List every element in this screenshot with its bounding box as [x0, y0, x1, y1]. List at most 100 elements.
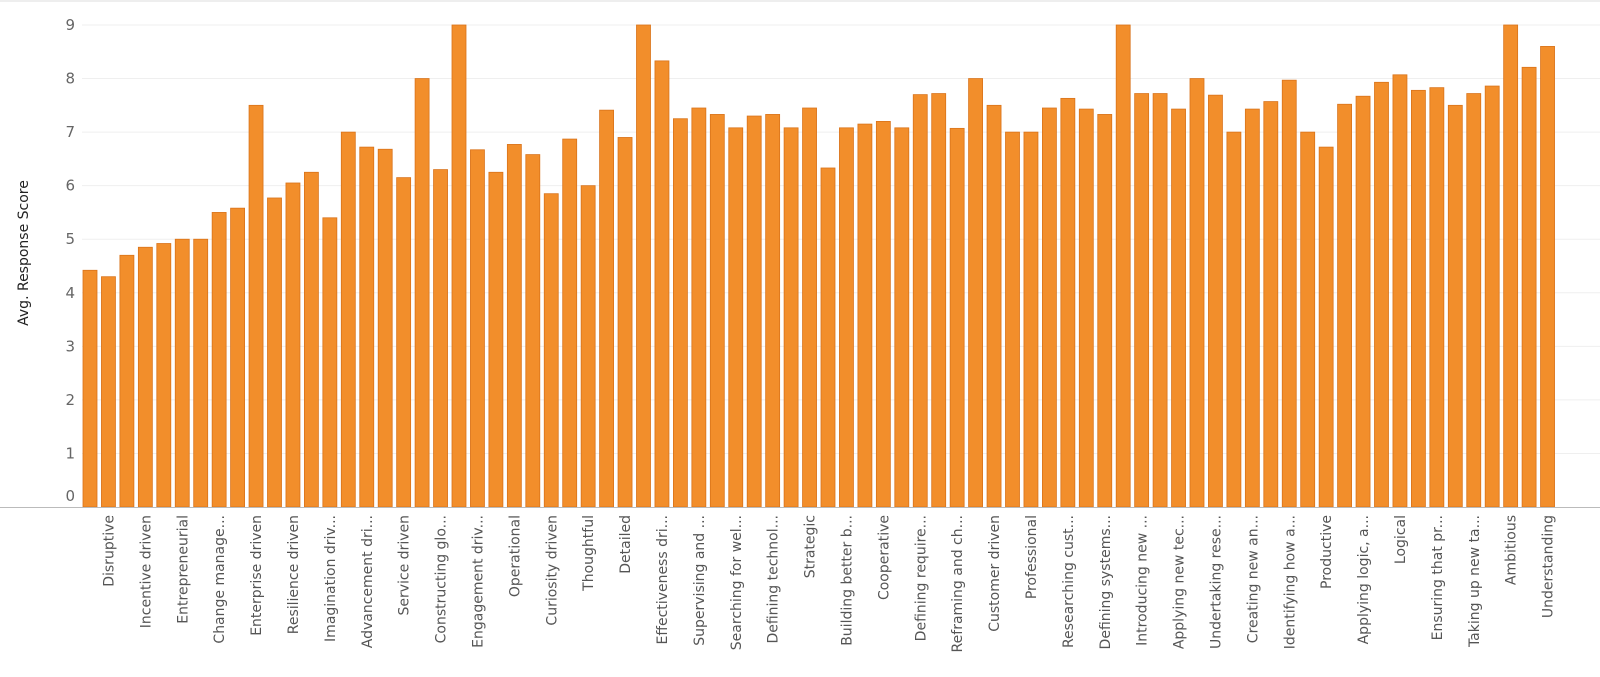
- bar: [1300, 131, 1316, 508]
- bar: [1023, 131, 1039, 508]
- bar: [433, 169, 448, 508]
- bar: [580, 185, 596, 508]
- bar: [709, 114, 725, 508]
- x-tick-label: Ensuring that pr...: [1430, 515, 1446, 640]
- bar: [1097, 114, 1113, 508]
- x-tick-label: Undertaking rese...: [1208, 515, 1224, 649]
- x-tick-label: Entrepreneurial: [175, 515, 191, 624]
- x-tick-label: Change manage...: [212, 515, 228, 644]
- y-axis-label: Avg. Response Score: [16, 180, 32, 326]
- bar: [765, 114, 781, 508]
- bar: [82, 269, 98, 508]
- bar: [285, 182, 301, 508]
- bar: [303, 171, 319, 508]
- x-tick-label: Operational: [507, 515, 523, 597]
- bar: [174, 238, 190, 508]
- bar: [949, 127, 965, 508]
- x-tick-label: Customer driven: [987, 515, 1003, 632]
- x-tick-label: Productive: [1319, 515, 1335, 589]
- bar: [912, 94, 928, 508]
- bar: [894, 127, 910, 508]
- bar: [1337, 103, 1352, 508]
- bar: [1355, 95, 1371, 508]
- x-tick-label: Detailed: [618, 515, 634, 574]
- bar: [340, 131, 356, 508]
- bar: [1411, 89, 1426, 508]
- bar: [1115, 24, 1131, 508]
- bar: [691, 107, 707, 508]
- bar: [802, 107, 817, 508]
- bar: [1078, 108, 1094, 508]
- bar: [728, 127, 744, 508]
- x-tick-label: Engagement driv...: [470, 515, 486, 648]
- bar: [248, 104, 264, 508]
- bar: [396, 177, 412, 508]
- bar: [101, 276, 116, 508]
- x-tick-label: Thoughtful: [581, 515, 597, 592]
- bar: [230, 207, 246, 508]
- bar: [875, 121, 891, 508]
- y-tick-label: 3: [65, 337, 75, 355]
- x-tick-label: Ambitious: [1504, 515, 1520, 585]
- x-tick-label: Defining systems...: [1098, 515, 1114, 649]
- bars: [82, 24, 1555, 508]
- bar: [673, 118, 688, 508]
- bar: [986, 104, 1002, 508]
- y-tick-label: 8: [65, 70, 75, 88]
- bar: [267, 197, 282, 508]
- bar: [377, 148, 393, 508]
- bar: [470, 149, 485, 508]
- bar: [1374, 81, 1389, 508]
- x-tick-label: Curiosity driven: [544, 515, 560, 626]
- bar: [839, 127, 854, 508]
- y-tick-label: 7: [65, 123, 75, 141]
- x-tick-label: Logical: [1393, 515, 1409, 564]
- bar: [193, 238, 209, 508]
- x-tick-label: Enterprise driven: [249, 515, 265, 636]
- x-tick-label: Strategic: [803, 515, 819, 578]
- y-tick-label: 1: [65, 444, 75, 462]
- y-tick-label: 4: [65, 284, 75, 302]
- x-tick-label: Effectiveness dri...: [655, 515, 671, 645]
- x-tick-label: Reframing and ch...: [950, 515, 966, 652]
- bar: [636, 24, 651, 508]
- bar: [1005, 131, 1020, 508]
- bar: [1318, 146, 1334, 508]
- x-tick-label: Disruptive: [101, 515, 117, 587]
- y-tick-label: 6: [65, 177, 75, 195]
- bar: [1189, 78, 1205, 508]
- x-tick-label: Taking up new ta...: [1467, 515, 1483, 648]
- x-tick-label: Imagination driv...: [323, 515, 339, 642]
- x-tick-label: Professional: [1024, 515, 1040, 599]
- x-tick-label: Applying logic, a...: [1356, 515, 1372, 644]
- bar: [137, 246, 153, 508]
- bar: [1171, 108, 1186, 508]
- bar: [1392, 74, 1408, 508]
- x-tick-label: Service driven: [397, 515, 413, 616]
- x-tick-label: Advancement dri...: [360, 515, 376, 648]
- bar: [1244, 108, 1260, 508]
- bar: [414, 78, 430, 508]
- bar: [746, 115, 762, 508]
- bar: [1060, 97, 1076, 508]
- bar: [451, 24, 467, 508]
- bar: [1042, 107, 1057, 508]
- x-tick-label: Applying new tec...: [1172, 515, 1188, 649]
- y-tick-label: 9: [65, 16, 75, 34]
- x-tick-label: Introducing new ...: [1135, 515, 1151, 646]
- bar: [1263, 101, 1279, 508]
- x-tick-label: Defining require...: [913, 515, 929, 641]
- y-tick-label: 0: [65, 487, 75, 505]
- bar: [1208, 94, 1223, 508]
- bar: [1540, 46, 1555, 508]
- bar: [1134, 93, 1150, 508]
- bar: [322, 217, 338, 508]
- x-tick-label: Creating new an...: [1245, 515, 1261, 643]
- bar: [1447, 104, 1463, 508]
- x-tick-label: Constructing glo...: [434, 515, 450, 643]
- bar: [820, 167, 836, 508]
- bar: [488, 171, 504, 508]
- bar: [1521, 66, 1537, 508]
- x-tick-label: Cooperative: [876, 515, 892, 600]
